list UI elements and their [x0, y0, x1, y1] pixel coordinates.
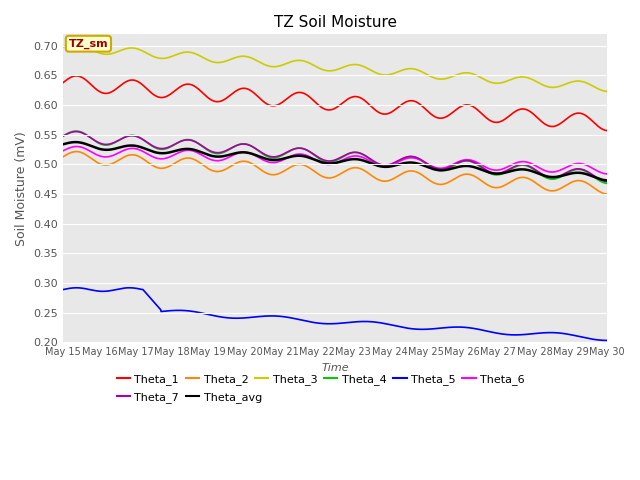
Theta_4 [491, 172, 499, 178]
Theta_4 [241, 141, 249, 147]
Line: Theta_avg: Theta_avg [63, 142, 607, 180]
Theta_6 [60, 148, 67, 154]
Theta_avg [72, 139, 79, 145]
Line: Theta_1: Theta_1 [63, 76, 607, 131]
Theta_6 [420, 159, 428, 165]
Theta_5 [420, 326, 428, 332]
Theta_6 [604, 171, 611, 177]
Theta_3 [72, 41, 79, 47]
Line: Theta_5: Theta_5 [63, 288, 607, 340]
Theta_avg [241, 150, 249, 156]
Theta_avg [539, 172, 547, 178]
Theta_4 [539, 173, 547, 179]
Theta_3 [604, 89, 611, 95]
Line: Theta_3: Theta_3 [63, 44, 607, 92]
Theta_2 [72, 149, 80, 155]
Theta_2 [420, 173, 428, 179]
Theta_1 [168, 91, 175, 96]
Line: Theta_2: Theta_2 [63, 152, 607, 194]
Theta_7 [60, 133, 67, 139]
Theta_4 [60, 133, 67, 139]
Theta_1 [60, 80, 67, 85]
Theta_6 [180, 148, 188, 154]
Theta_avg [180, 146, 188, 152]
Theta_5 [491, 330, 499, 336]
Theta_5 [168, 308, 175, 313]
Theta_4 [168, 144, 175, 149]
Theta_avg [604, 178, 611, 183]
Theta_2 [241, 158, 249, 164]
Theta_3 [241, 53, 249, 59]
Theta_5 [539, 330, 547, 336]
Line: Theta_7: Theta_7 [63, 132, 607, 181]
Theta_5 [72, 285, 80, 291]
Theta_6 [539, 167, 547, 173]
Theta_2 [168, 162, 175, 168]
Theta_6 [491, 167, 499, 173]
Theta_7 [539, 172, 547, 178]
Theta_5 [241, 315, 249, 321]
Theta_3 [420, 70, 428, 76]
Theta_1 [491, 120, 499, 125]
Line: Theta_6: Theta_6 [63, 146, 607, 174]
Theta_4 [604, 180, 611, 186]
Theta_1 [604, 128, 611, 133]
Theta_6 [72, 144, 80, 149]
Theta_3 [60, 44, 67, 50]
Theta_7 [491, 170, 499, 176]
Theta_6 [241, 149, 249, 155]
Theta_3 [180, 49, 188, 55]
Line: Theta_4: Theta_4 [63, 131, 607, 183]
Theta_1 [180, 82, 188, 87]
Theta_avg [491, 171, 499, 177]
Theta_4 [72, 128, 80, 134]
Theta_2 [539, 185, 547, 191]
Theta_1 [72, 73, 80, 79]
Theta_2 [604, 191, 611, 197]
Theta_3 [168, 54, 175, 60]
Theta_7 [72, 129, 80, 134]
Theta_4 [420, 159, 428, 165]
Text: TZ_sm: TZ_sm [68, 38, 108, 49]
Theta_3 [539, 82, 547, 88]
X-axis label: Time: Time [321, 363, 349, 373]
Theta_7 [604, 179, 611, 184]
Theta_2 [60, 154, 67, 159]
Theta_5 [60, 287, 67, 292]
Theta_3 [491, 80, 499, 86]
Theta_7 [241, 141, 249, 147]
Theta_1 [241, 85, 249, 91]
Theta_avg [168, 149, 175, 155]
Theta_avg [420, 163, 428, 168]
Theta_5 [180, 308, 188, 313]
Theta_2 [180, 156, 188, 161]
Theta_7 [420, 158, 428, 164]
Theta_1 [420, 105, 428, 110]
Y-axis label: Soil Moisture (mV): Soil Moisture (mV) [15, 131, 28, 246]
Theta_6 [168, 154, 175, 159]
Title: TZ Soil Moisture: TZ Soil Moisture [274, 15, 397, 30]
Theta_7 [168, 143, 175, 149]
Theta_avg [60, 142, 67, 147]
Theta_2 [491, 185, 499, 191]
Theta_1 [539, 120, 547, 125]
Theta_7 [180, 137, 188, 143]
Theta_4 [180, 137, 188, 143]
Theta_5 [604, 337, 611, 343]
Legend: Theta_7, Theta_avg: Theta_7, Theta_avg [112, 388, 266, 408]
